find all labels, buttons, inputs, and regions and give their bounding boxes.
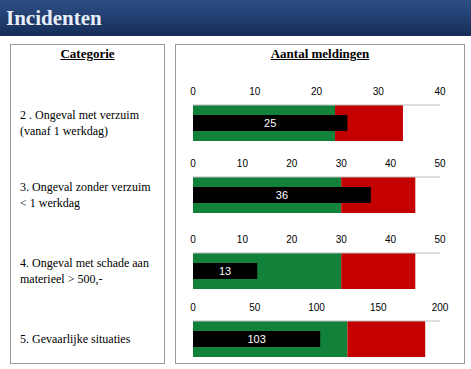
svg-text:0: 0 — [190, 86, 196, 97]
svg-text:30: 30 — [336, 234, 348, 245]
svg-text:20: 20 — [286, 234, 298, 245]
svg-text:50: 50 — [434, 158, 446, 169]
svg-text:20: 20 — [286, 158, 298, 169]
svg-text:40: 40 — [385, 158, 397, 169]
html-text:Categorie: Categorie — [60, 46, 115, 61]
svg-text:50: 50 — [249, 302, 261, 313]
svg-text:150: 150 — [370, 302, 387, 313]
svg-text:40: 40 — [385, 234, 397, 245]
svg-text:40: 40 — [434, 86, 446, 97]
svg-text:10: 10 — [249, 86, 261, 97]
svg-text:20: 20 — [311, 86, 323, 97]
html-text:Aantal meldingen: Aantal meldingen — [270, 46, 370, 61]
svg-text:36: 36 — [276, 189, 288, 201]
svg-text:10: 10 — [237, 158, 249, 169]
html-text:5. Gevaarlijke situaties: 5. Gevaarlijke situaties — [20, 332, 131, 346]
svg-text:10: 10 — [237, 234, 249, 245]
svg-text:50: 50 — [434, 234, 446, 245]
svg-text:200: 200 — [432, 302, 449, 313]
svg-text:25: 25 — [264, 117, 276, 129]
svg-text:103: 103 — [247, 333, 265, 345]
svg-text:0: 0 — [190, 158, 196, 169]
svg-text:30: 30 — [373, 86, 385, 97]
svg-text:0: 0 — [190, 234, 196, 245]
svg-text:30: 30 — [336, 158, 348, 169]
svg-text:0: 0 — [190, 302, 196, 313]
html-text:3. Ongeval zonder verzuim < 1: 3. Ongeval zonder verzuim < 1 werkdag — [20, 180, 151, 210]
svg-text:100: 100 — [308, 302, 325, 313]
html-text:4. Ongeval met schade aan mate: 4. Ongeval met schade aan materieel > 50… — [20, 256, 149, 286]
svg-text:13: 13 — [219, 265, 231, 277]
html-text:2 . Ongeval met verzuim (vanaf: 2 . Ongeval met verzuim (vanaf 1 werkdag… — [20, 108, 139, 138]
html-text:Incidenten: Incidenten — [6, 6, 102, 30]
